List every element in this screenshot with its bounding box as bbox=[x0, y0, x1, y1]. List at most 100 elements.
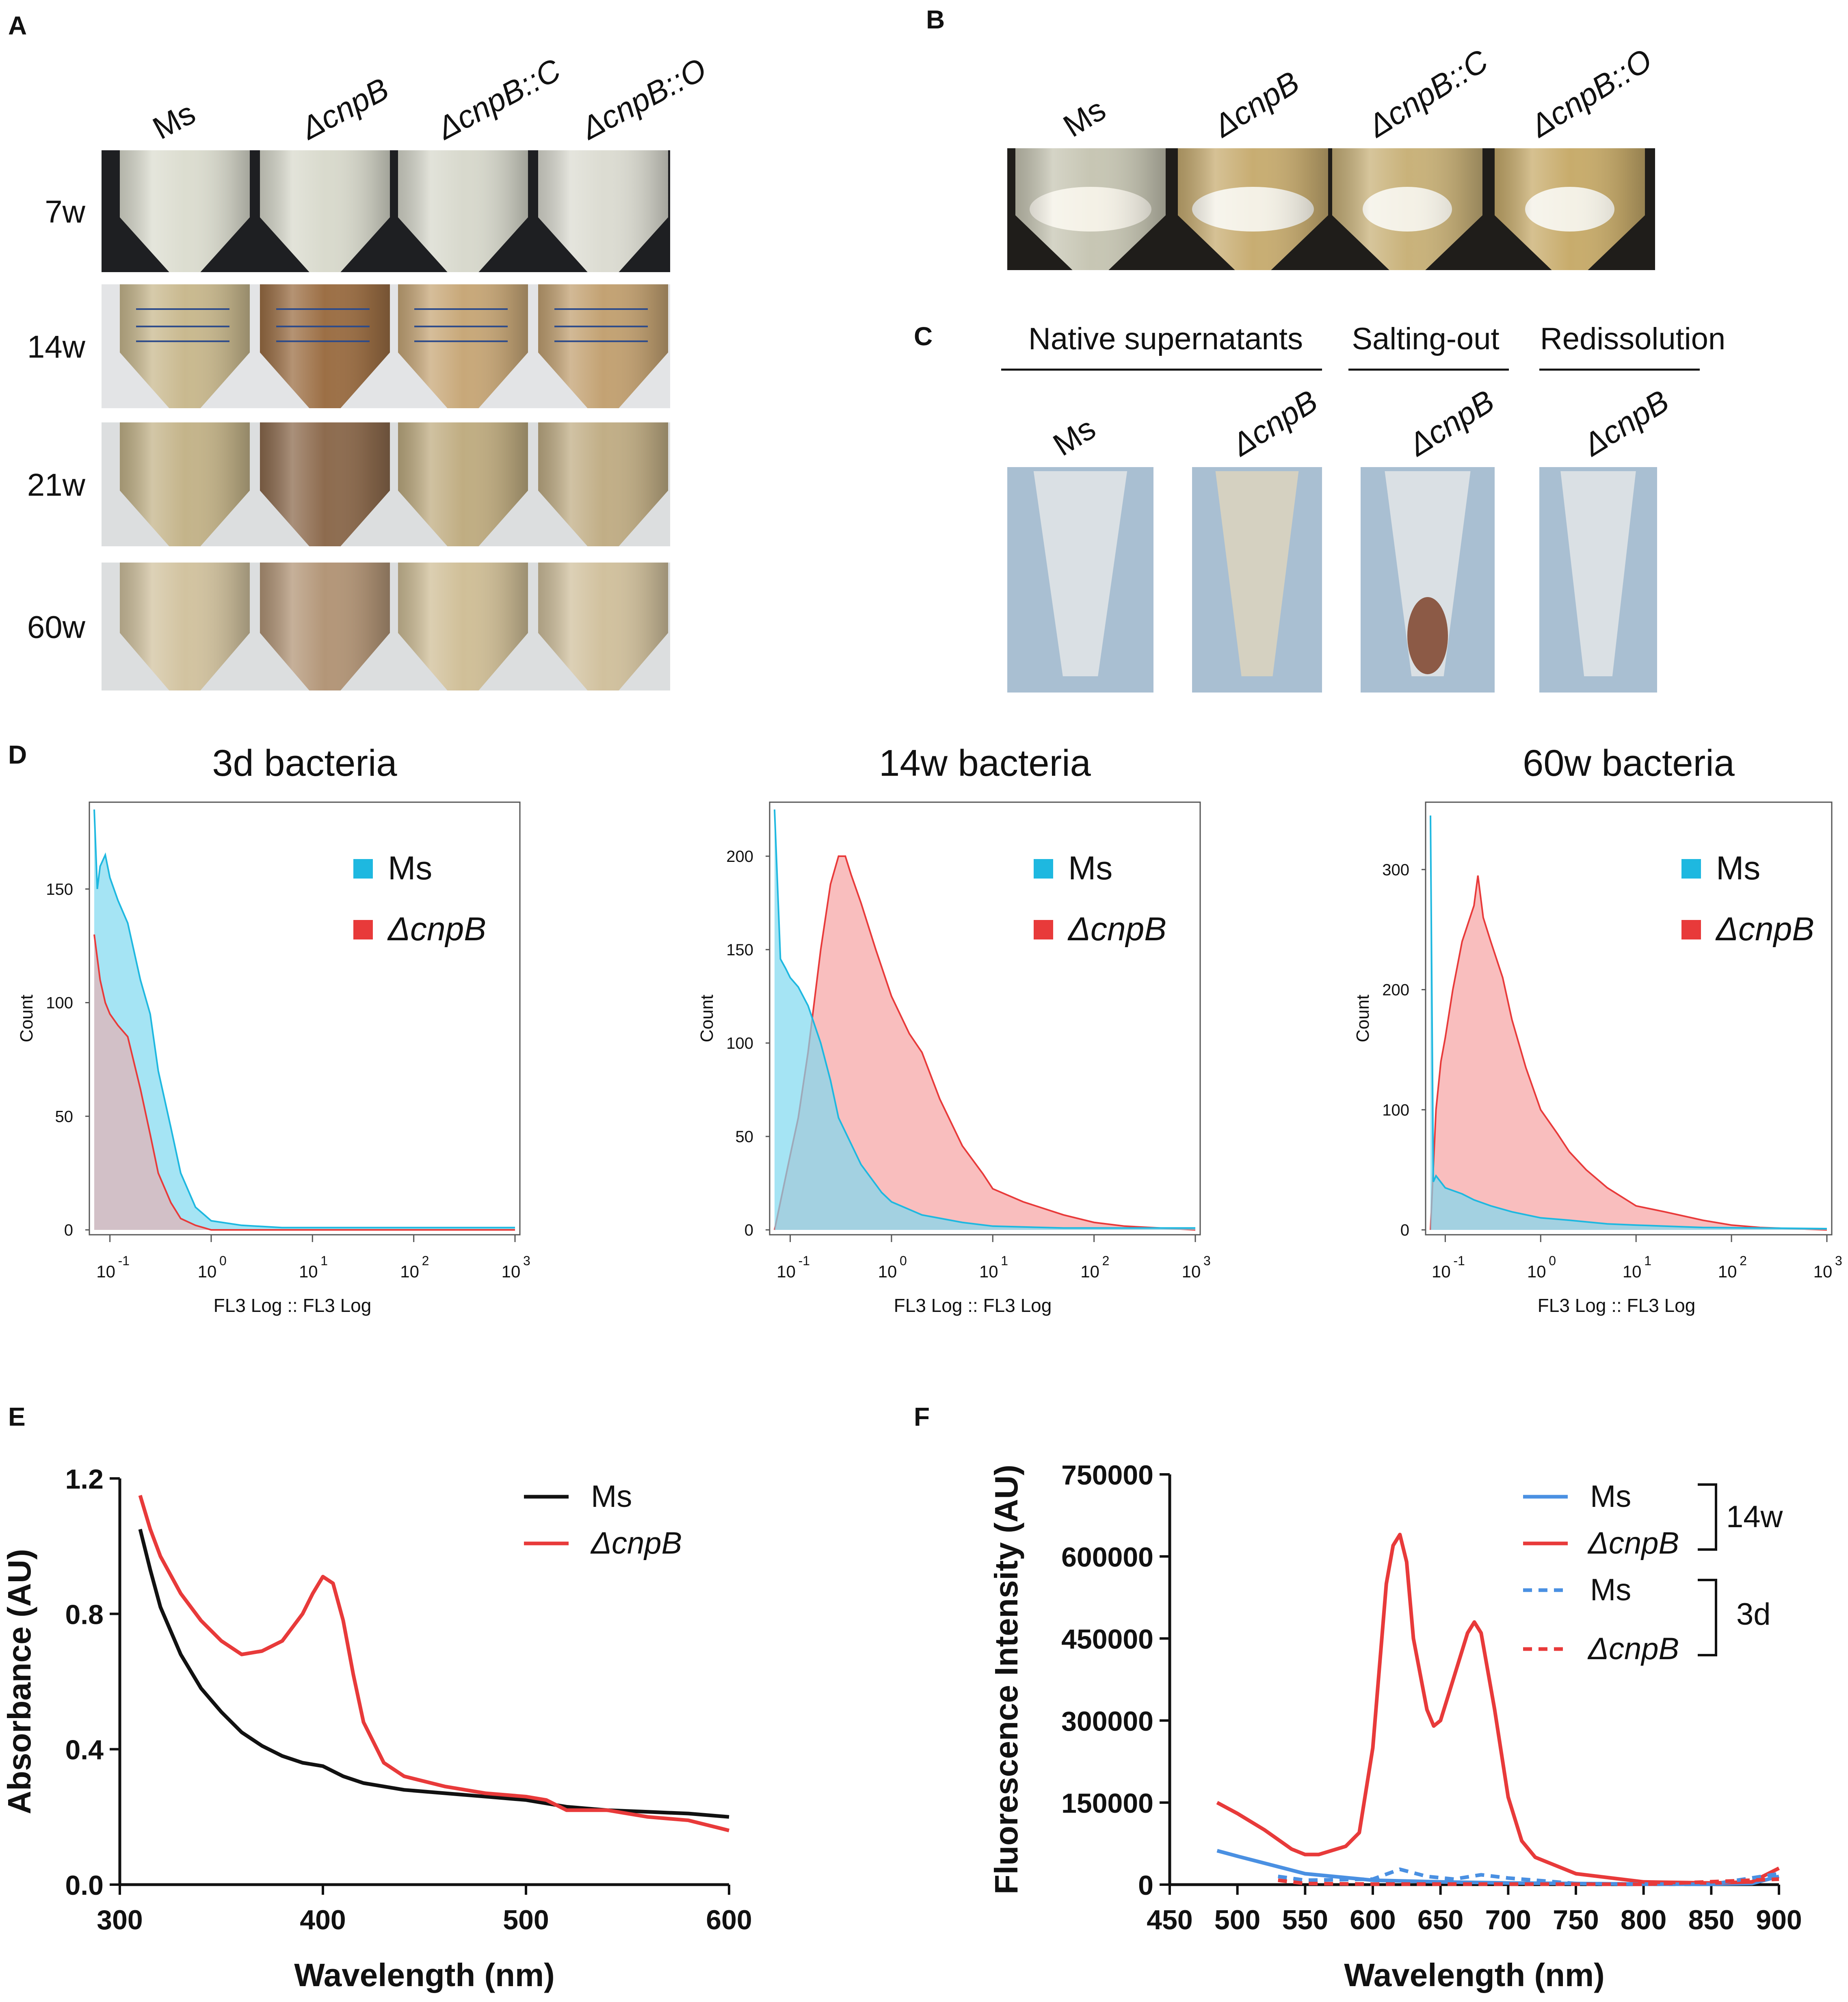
legend-label-ms: Ms bbox=[1068, 850, 1112, 887]
tube-label: ΔcnpB bbox=[1225, 383, 1324, 463]
y-axis-label: Count bbox=[697, 995, 717, 1042]
y-axis-label: Count bbox=[1353, 995, 1373, 1042]
x-tick-label: 450 bbox=[1147, 1905, 1192, 1935]
x-tick-base: 10 bbox=[299, 1262, 318, 1281]
x-tick-base: 10 bbox=[1718, 1262, 1737, 1281]
timepoint-label: 21w bbox=[27, 467, 86, 503]
legend-label-ms: Ms bbox=[388, 850, 432, 887]
histogram-line-ms bbox=[93, 809, 515, 1229]
tube-glass-shading bbox=[538, 284, 668, 408]
legend-swatch-cnpb bbox=[1034, 920, 1053, 939]
x-tick-base: 10 bbox=[1813, 1262, 1833, 1281]
strain-header: ΔcnpB::O bbox=[575, 51, 712, 147]
legend-swatch-cnpb bbox=[353, 920, 373, 939]
group-header: Salting-out bbox=[1352, 322, 1499, 356]
histogram-line-ms bbox=[1430, 815, 1827, 1229]
tube-glass-shading bbox=[538, 563, 668, 690]
tube-glass-shading bbox=[120, 150, 250, 272]
y-axis-label: Absorbance (AU) bbox=[1, 1549, 37, 1814]
x-axis-label: FL3 Log :: FL3 Log bbox=[894, 1295, 1052, 1316]
histogram-line-cnpb bbox=[93, 934, 515, 1231]
y-tick-label: 300 bbox=[1382, 861, 1409, 879]
series-line-14w-cnpb bbox=[1216, 1532, 1780, 1885]
y-tick-label: 600000 bbox=[1061, 1542, 1153, 1573]
legend-group-label: 3d bbox=[1736, 1597, 1771, 1632]
histogram-area-cnpb bbox=[775, 856, 1195, 1230]
x-tick-label: 850 bbox=[1688, 1905, 1734, 1935]
eppendorf-tube bbox=[1385, 471, 1471, 676]
panel-c: C Native supernatants Salting-out Rediss… bbox=[914, 322, 1725, 693]
y-axis-label: Fluorescence Intensity (AU) bbox=[988, 1465, 1024, 1894]
legend-bracket bbox=[1698, 1483, 1717, 1551]
panel-f: F 0 150000 300000 450000 600000 750000 450 500 5… bbox=[914, 1402, 1802, 1993]
series-line-cnpb bbox=[138, 1495, 730, 1833]
strain-header: ΔcnpB::O bbox=[1523, 42, 1658, 145]
x-tick-base: 10 bbox=[400, 1262, 419, 1281]
tube-glass-shading bbox=[398, 284, 528, 408]
tube-label: ΔcnpB bbox=[1576, 383, 1675, 463]
x-tick-exponent: 2 bbox=[1740, 1253, 1747, 1268]
y-tick-label: 750000 bbox=[1061, 1460, 1153, 1491]
eppendorf-tube bbox=[1033, 471, 1127, 676]
x-tick-label: 300 bbox=[97, 1905, 143, 1935]
panel-letter: D bbox=[8, 740, 27, 769]
y-tick-label: 1.2 bbox=[65, 1464, 104, 1495]
y-tick-label: 0.4 bbox=[65, 1735, 104, 1766]
x-tick-exponent: 0 bbox=[219, 1253, 227, 1268]
tube-glass-shading bbox=[538, 150, 668, 272]
y-tick-label: 0 bbox=[1400, 1221, 1409, 1239]
tube-glass-shading bbox=[260, 284, 390, 408]
x-tick-exponent: 3 bbox=[523, 1253, 530, 1268]
tube-glass-shading bbox=[260, 422, 390, 546]
legend-label-ms: Ms bbox=[1716, 850, 1760, 887]
tube-photo-grid: 7w 14w 21w 60w bbox=[27, 150, 670, 690]
panel-letter: A bbox=[8, 11, 27, 40]
tube-glass-shading bbox=[120, 563, 250, 690]
eppendorf-photos bbox=[1007, 467, 1657, 693]
tube-glass-shading bbox=[260, 150, 390, 272]
panel-b: B Ms ΔcnpB ΔcnpB::C ΔcnpB::O bbox=[926, 5, 1658, 270]
legend-swatch-ms bbox=[353, 859, 373, 879]
x-tick-exponent: -1 bbox=[798, 1253, 810, 1268]
legend-label-cnpb: ΔcnpB bbox=[1067, 911, 1166, 948]
chart-title: 3d bacteria bbox=[212, 742, 397, 784]
y-tick-label: 50 bbox=[55, 1108, 74, 1125]
strain-header: ΔcnpB::C bbox=[431, 52, 567, 147]
x-tick-exponent: 2 bbox=[1102, 1253, 1110, 1268]
tube-glass-shading bbox=[120, 422, 250, 546]
histogram-line-cnpb bbox=[1430, 875, 1827, 1231]
strain-header: ΔcnpB::C bbox=[1361, 43, 1495, 145]
absorbance-chart: 0.0 0.4 0.8 1.2 300 400 500 600 Wavelength (nm) A… bbox=[1, 1464, 752, 1993]
histogram-area-cnpb bbox=[94, 934, 515, 1230]
legend-label: Ms bbox=[1590, 1573, 1631, 1607]
x-axis-label: FL3 Log :: FL3 Log bbox=[214, 1295, 372, 1316]
brown-precipitate bbox=[1407, 597, 1448, 674]
x-tick-exponent: 2 bbox=[422, 1253, 429, 1268]
x-tick-label: 400 bbox=[300, 1905, 346, 1935]
plot-frame bbox=[89, 801, 521, 1236]
x-tick-base: 10 bbox=[1432, 1262, 1451, 1281]
x-tick-exponent: 0 bbox=[1549, 1253, 1556, 1268]
x-tick-exponent: 1 bbox=[320, 1253, 328, 1268]
tube-glass-shading bbox=[120, 284, 250, 408]
histogram-line-ms bbox=[774, 809, 1195, 1229]
x-tick-label: 800 bbox=[1621, 1905, 1666, 1935]
chart-title: 14w bacteria bbox=[879, 742, 1091, 784]
x-tick-label: 700 bbox=[1485, 1905, 1531, 1935]
y-tick-label: 0 bbox=[744, 1221, 753, 1239]
tube-glass-shading bbox=[260, 563, 390, 690]
y-axis-label: Count bbox=[17, 995, 37, 1042]
y-tick-label: 0 bbox=[1138, 1870, 1153, 1901]
strain-header: ΔcnpB bbox=[1207, 64, 1305, 145]
eppendorf-tube bbox=[1560, 471, 1636, 676]
strain-headers: Ms ΔcnpB ΔcnpB::C ΔcnpB::O bbox=[147, 51, 712, 147]
x-tick-exponent: 3 bbox=[1835, 1253, 1842, 1268]
legend-swatch-ms bbox=[1034, 859, 1053, 879]
x-tick-label: 500 bbox=[503, 1905, 549, 1935]
histogram-3d: 3d bacteria050100150Count10-110010110210… bbox=[17, 742, 530, 1316]
y-tick-label: 0 bbox=[64, 1221, 73, 1239]
legend-group-label: 14w bbox=[1726, 1500, 1783, 1534]
histogram-area-ms bbox=[775, 809, 1195, 1230]
x-axis-label: FL3 Log :: FL3 Log bbox=[1538, 1295, 1696, 1316]
tube-glass-shading bbox=[1015, 148, 1166, 270]
